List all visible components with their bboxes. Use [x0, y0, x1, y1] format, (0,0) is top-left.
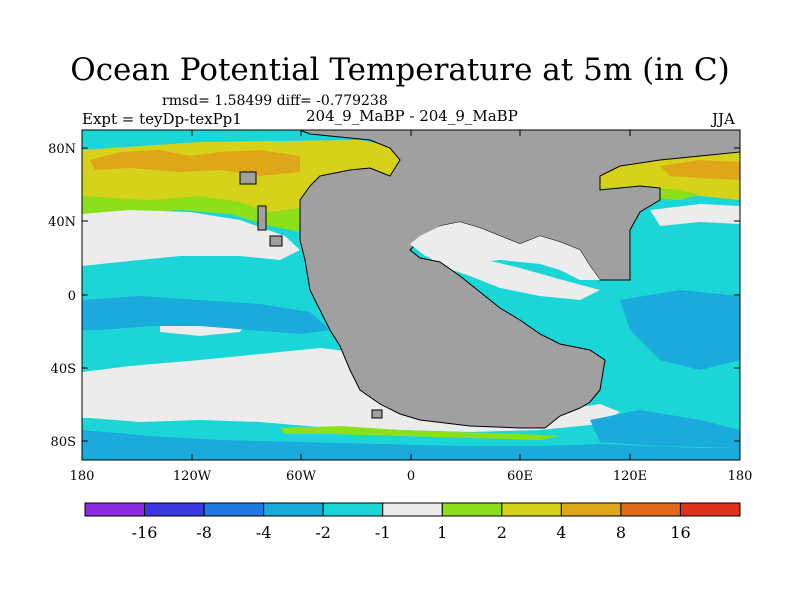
lon-axis: 180 120W 60W 0 60E 120E 180: [70, 130, 753, 484]
lat-axis: 80N 40N 0 40S 80S: [48, 142, 740, 450]
lat-tick-label: 80S: [51, 435, 76, 450]
lat-tick-label: 40N: [48, 215, 76, 230]
southeast-blue-patch: [590, 410, 740, 448]
colorbar-label: -16: [132, 523, 158, 542]
island-land: [257, 205, 267, 231]
colorbar-swatch: [620, 502, 681, 517]
lat-tick-label: 40S: [51, 362, 76, 377]
colorbar-label: -8: [196, 523, 212, 542]
colorbar-swatch: [84, 502, 146, 517]
colorbar-label: -4: [256, 523, 272, 542]
colorbar-label: 1: [437, 523, 447, 542]
colorbar-label: 8: [616, 523, 626, 542]
island-land: [239, 171, 257, 185]
colorbar-label: -1: [375, 523, 391, 542]
supercontinent-land: [299, 130, 740, 429]
tropical-blue-band: [82, 296, 330, 334]
lon-tick-label: 60E: [507, 469, 533, 484]
eastern-white-patch: [650, 204, 740, 226]
colorbar-label: 4: [556, 523, 566, 542]
southern-blue-band: [82, 430, 740, 460]
season-label: JJA: [712, 110, 735, 128]
colorbar-swatch: [322, 502, 384, 517]
colorbar-label: -2: [315, 523, 331, 542]
colorbar-swatch: [441, 502, 503, 517]
lon-tick-label: 180: [728, 469, 753, 484]
colorbar-label: 16: [670, 523, 690, 542]
north-white-band: [82, 210, 300, 266]
lon-tick-label: 180: [70, 469, 95, 484]
lat-tick-label: 80N: [48, 142, 76, 157]
subpolar-green-band: [82, 196, 300, 232]
arctic-orange-patch: [660, 160, 740, 180]
colorbar-swatch: [144, 502, 205, 517]
island-land: [269, 235, 283, 247]
colorbar-label: 2: [497, 523, 507, 542]
lat-tick-label: 0: [68, 289, 76, 304]
colorbar-swatch: [203, 502, 265, 517]
lon-tick-label: 120W: [173, 469, 212, 484]
experiment-label: Expt = teyDp-texPp1: [82, 110, 242, 128]
southern-green-band: [280, 426, 560, 440]
lon-tick-label: 0: [407, 469, 415, 484]
center-label: 204_9_MaBP - 204_9_MaBP: [306, 107, 518, 125]
colorbar-swatch: [501, 502, 562, 517]
arctic-orange-patch: [90, 150, 300, 176]
chart-title: Ocean Potential Temperature at 5m (in C): [70, 52, 730, 88]
colorbar-labels: -16 -8 -4 -2 -1 1 2 4 8 16: [132, 523, 691, 542]
island-land: [371, 409, 383, 419]
map-field: [82, 130, 740, 460]
inner-sea-white-rim: [410, 222, 600, 280]
lon-tick-label: 60W: [286, 469, 317, 484]
east-blue-patch: [620, 290, 740, 370]
colorbar-swatch: [263, 502, 324, 517]
colorbar-swatch: [679, 502, 741, 517]
colorbar-swatch: [560, 502, 622, 517]
colorbar: [84, 502, 741, 517]
colorbar-swatch: [382, 502, 443, 517]
stats-label: rmsd= 1.58499 diff= -0.779238: [162, 93, 388, 109]
lon-tick-label: 120E: [613, 469, 647, 484]
